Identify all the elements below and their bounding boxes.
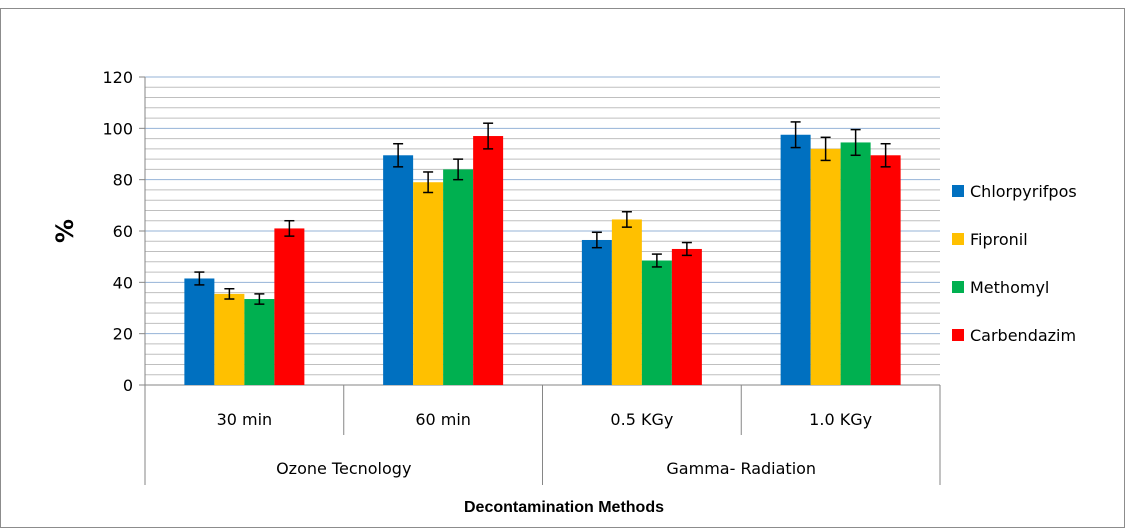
bar-carbendazim	[870, 155, 901, 385]
bar-carbendazim	[274, 228, 305, 385]
y-tick-label: 20	[113, 325, 133, 344]
legend-swatch-methomyl	[952, 281, 964, 293]
bar-methomyl	[840, 142, 871, 385]
bar-chlorpyrifpos	[581, 239, 612, 385]
y-tick-label: 60	[113, 222, 133, 241]
x-category-label: 30 min	[217, 410, 273, 429]
x-category-label: 60 min	[415, 410, 471, 429]
legend-label: Carbendazim	[970, 326, 1076, 345]
bar-methomyl	[443, 169, 474, 385]
bar-fipronil	[413, 182, 444, 385]
bar-fipronil	[214, 293, 245, 385]
legend-label: Chlorpyrifpos	[970, 182, 1077, 201]
legend-swatch-chlorpyrifpos	[952, 185, 964, 197]
bar-fipronil	[611, 219, 642, 385]
bar-carbendazim	[671, 248, 702, 385]
bar-methomyl	[641, 260, 672, 385]
y-tick-label: 0	[123, 376, 133, 395]
x-category-label: 1.0 KGy	[809, 410, 872, 429]
bar-chlorpyrifpos	[184, 278, 215, 385]
legend-swatch-carbendazim	[952, 329, 964, 341]
bar-carbendazim	[473, 136, 504, 385]
x-group-label: Ozone Tecnology	[276, 459, 411, 478]
legend-swatch-fipronil	[952, 233, 964, 245]
bar-chlorpyrifpos	[383, 155, 414, 385]
x-group-label: Gamma- Radiation	[666, 459, 816, 478]
legend-label: Methomyl	[970, 278, 1049, 297]
y-tick-label: 80	[113, 171, 133, 190]
bar-fipronil	[810, 148, 841, 385]
y-tick-label: 40	[113, 273, 133, 292]
x-axis-title: Decontamination Methods	[464, 499, 664, 516]
y-tick-label: 100	[102, 119, 133, 138]
y-axis-title: %	[51, 219, 79, 243]
bar-methomyl	[244, 299, 275, 385]
bar-chlorpyrifpos	[780, 134, 811, 385]
legend-label: Fipronil	[970, 230, 1028, 249]
x-category-label: 0.5 KGy	[610, 410, 673, 429]
y-tick-label: 120	[102, 68, 133, 87]
